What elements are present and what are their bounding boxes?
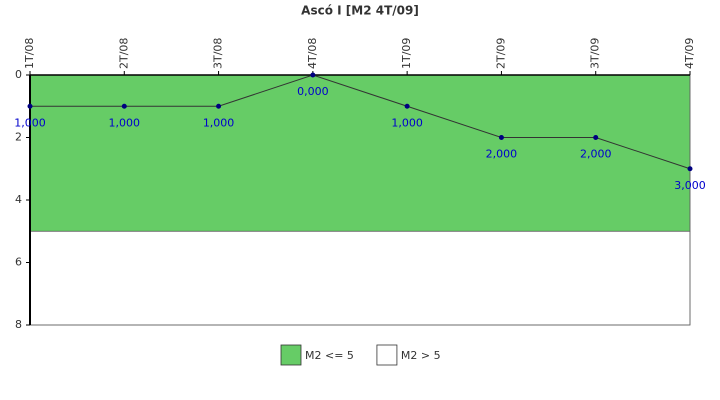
x-tick-label: 4T/09 [683, 38, 696, 69]
legend-swatch [280, 344, 302, 366]
legend-label: M2 > 5 [401, 349, 441, 362]
point [216, 103, 222, 109]
point [310, 72, 316, 78]
value-label: 1,000 [109, 116, 141, 129]
value-label: 2,000 [580, 148, 612, 161]
x-tick-label: 2T/08 [117, 38, 130, 69]
legend-label: M2 <= 5 [305, 349, 354, 362]
x-tick-label: 1T/09 [400, 38, 413, 69]
x-tick-label: 3T/09 [589, 38, 602, 69]
point [593, 135, 599, 140]
point [498, 135, 504, 140]
value-label: 2,000 [486, 148, 518, 161]
x-tick-label: 1T/08 [23, 38, 36, 69]
y-tick-label: 8 [15, 318, 22, 331]
band [29, 74, 691, 232]
band [29, 230, 691, 326]
value-label: 1,000 [203, 116, 235, 129]
chart-title: Ascó I [M2 4T/09] [301, 4, 419, 18]
point [404, 103, 410, 109]
x-tick-label: 2T/09 [494, 38, 507, 69]
y-tick-label: 2 [15, 131, 22, 144]
y-tick-label: 4 [15, 193, 22, 206]
value-label: 0,000 [297, 85, 329, 98]
value-label: 3,000 [674, 179, 706, 192]
x-tick-label: 3T/08 [212, 38, 225, 69]
point [687, 166, 693, 172]
value-label: 1,000 [391, 116, 423, 129]
value-label: 1,000 [14, 116, 46, 129]
x-tick-label: 4T/08 [306, 38, 319, 69]
legend-swatch [376, 344, 398, 366]
y-tick-label: 0 [15, 68, 22, 81]
y-tick-label: 6 [15, 256, 22, 269]
point [121, 103, 127, 109]
point [27, 103, 33, 109]
line [30, 74, 691, 170]
